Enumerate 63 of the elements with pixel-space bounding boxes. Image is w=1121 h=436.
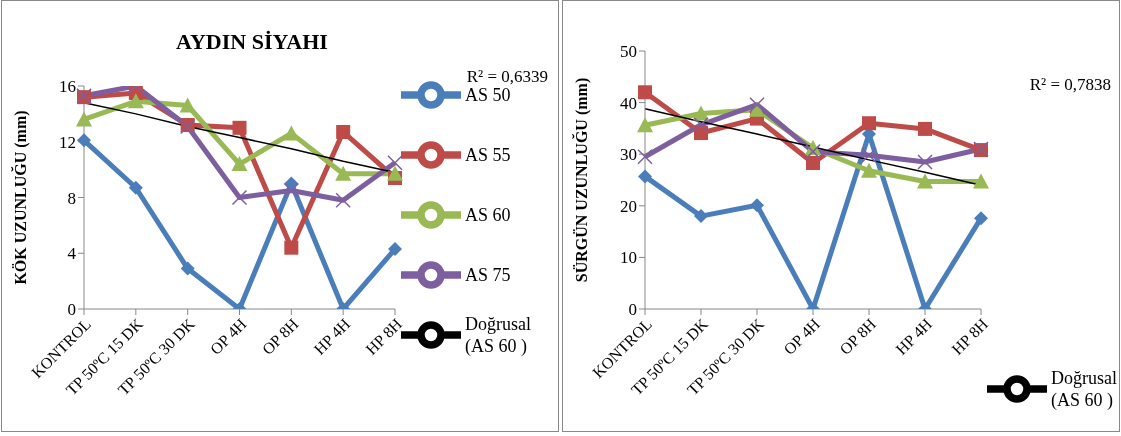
- point: [917, 154, 933, 170]
- point: [127, 93, 144, 109]
- point: [918, 121, 932, 136]
- text: R² = 0,7838: [1029, 75, 1111, 95]
- y-tick-label: 30: [620, 145, 637, 165]
- point: [917, 173, 933, 189]
- legend-label: AS 50: [465, 84, 511, 106]
- point: [76, 111, 92, 127]
- y-axis-title: KÖK UZUNLUĞU (mm): [10, 110, 30, 285]
- y-tick-label: 40: [620, 93, 637, 113]
- point: [180, 261, 195, 276]
- y-tick-label: 8: [67, 188, 76, 208]
- point: [861, 147, 877, 163]
- x-tick-label: HP 8H: [362, 314, 406, 358]
- point: [638, 169, 652, 184]
- x-tick-label: HP 4H: [310, 314, 354, 358]
- legend-label: Doğrusal (AS 60 ): [1051, 367, 1118, 411]
- point: [283, 182, 300, 199]
- y-tick-label: 0: [67, 300, 76, 320]
- x-tick-label: OP 8H: [258, 314, 302, 358]
- point: [973, 173, 989, 189]
- x-tick-label: OP 4H: [206, 314, 250, 358]
- chart-title: AYDIN SİYAHI: [175, 29, 329, 55]
- y-axis-title: SÜRGÜN UZUNLUĞU (mm): [571, 77, 591, 283]
- legend-label: AS 75: [465, 264, 511, 286]
- point: [179, 97, 196, 113]
- point: [77, 133, 91, 148]
- point: [861, 162, 877, 178]
- point: [974, 211, 988, 226]
- point: [284, 240, 299, 255]
- y-tick-label: 16: [59, 77, 76, 97]
- y-tick-label: 20: [620, 196, 637, 216]
- y-tick-label: 0: [628, 300, 637, 320]
- point: [387, 154, 403, 171]
- point: [750, 198, 764, 213]
- x-tick-label: HP 4H: [892, 314, 936, 358]
- point: [806, 155, 820, 170]
- legend-label: AS 55: [465, 144, 511, 166]
- point: [387, 165, 403, 181]
- point: [336, 124, 351, 139]
- point: [693, 117, 709, 133]
- y-tick-label: 50: [620, 42, 637, 62]
- point: [694, 209, 708, 224]
- text: R² = 0,6339: [466, 67, 548, 87]
- point: [749, 96, 765, 113]
- point: [335, 165, 352, 181]
- point: [231, 156, 248, 172]
- y-tick-label: 4: [67, 244, 77, 264]
- x-tick-label: OP 8H: [836, 314, 880, 358]
- legend-label: Doğrusal (AS 60 ): [465, 313, 532, 357]
- y-tick-label: 10: [620, 248, 637, 268]
- point: [805, 143, 821, 160]
- y-tick-label: 12: [59, 132, 76, 152]
- x-tick-label: HP 8H: [948, 314, 992, 358]
- point: [232, 120, 247, 135]
- point: [637, 149, 653, 165]
- point: [862, 116, 876, 131]
- legend-label: AS 60: [465, 204, 511, 226]
- point: [128, 180, 143, 195]
- x-tick-label: OP 4H: [780, 314, 824, 358]
- point: [638, 85, 652, 100]
- point: [637, 117, 653, 133]
- point: [388, 242, 402, 257]
